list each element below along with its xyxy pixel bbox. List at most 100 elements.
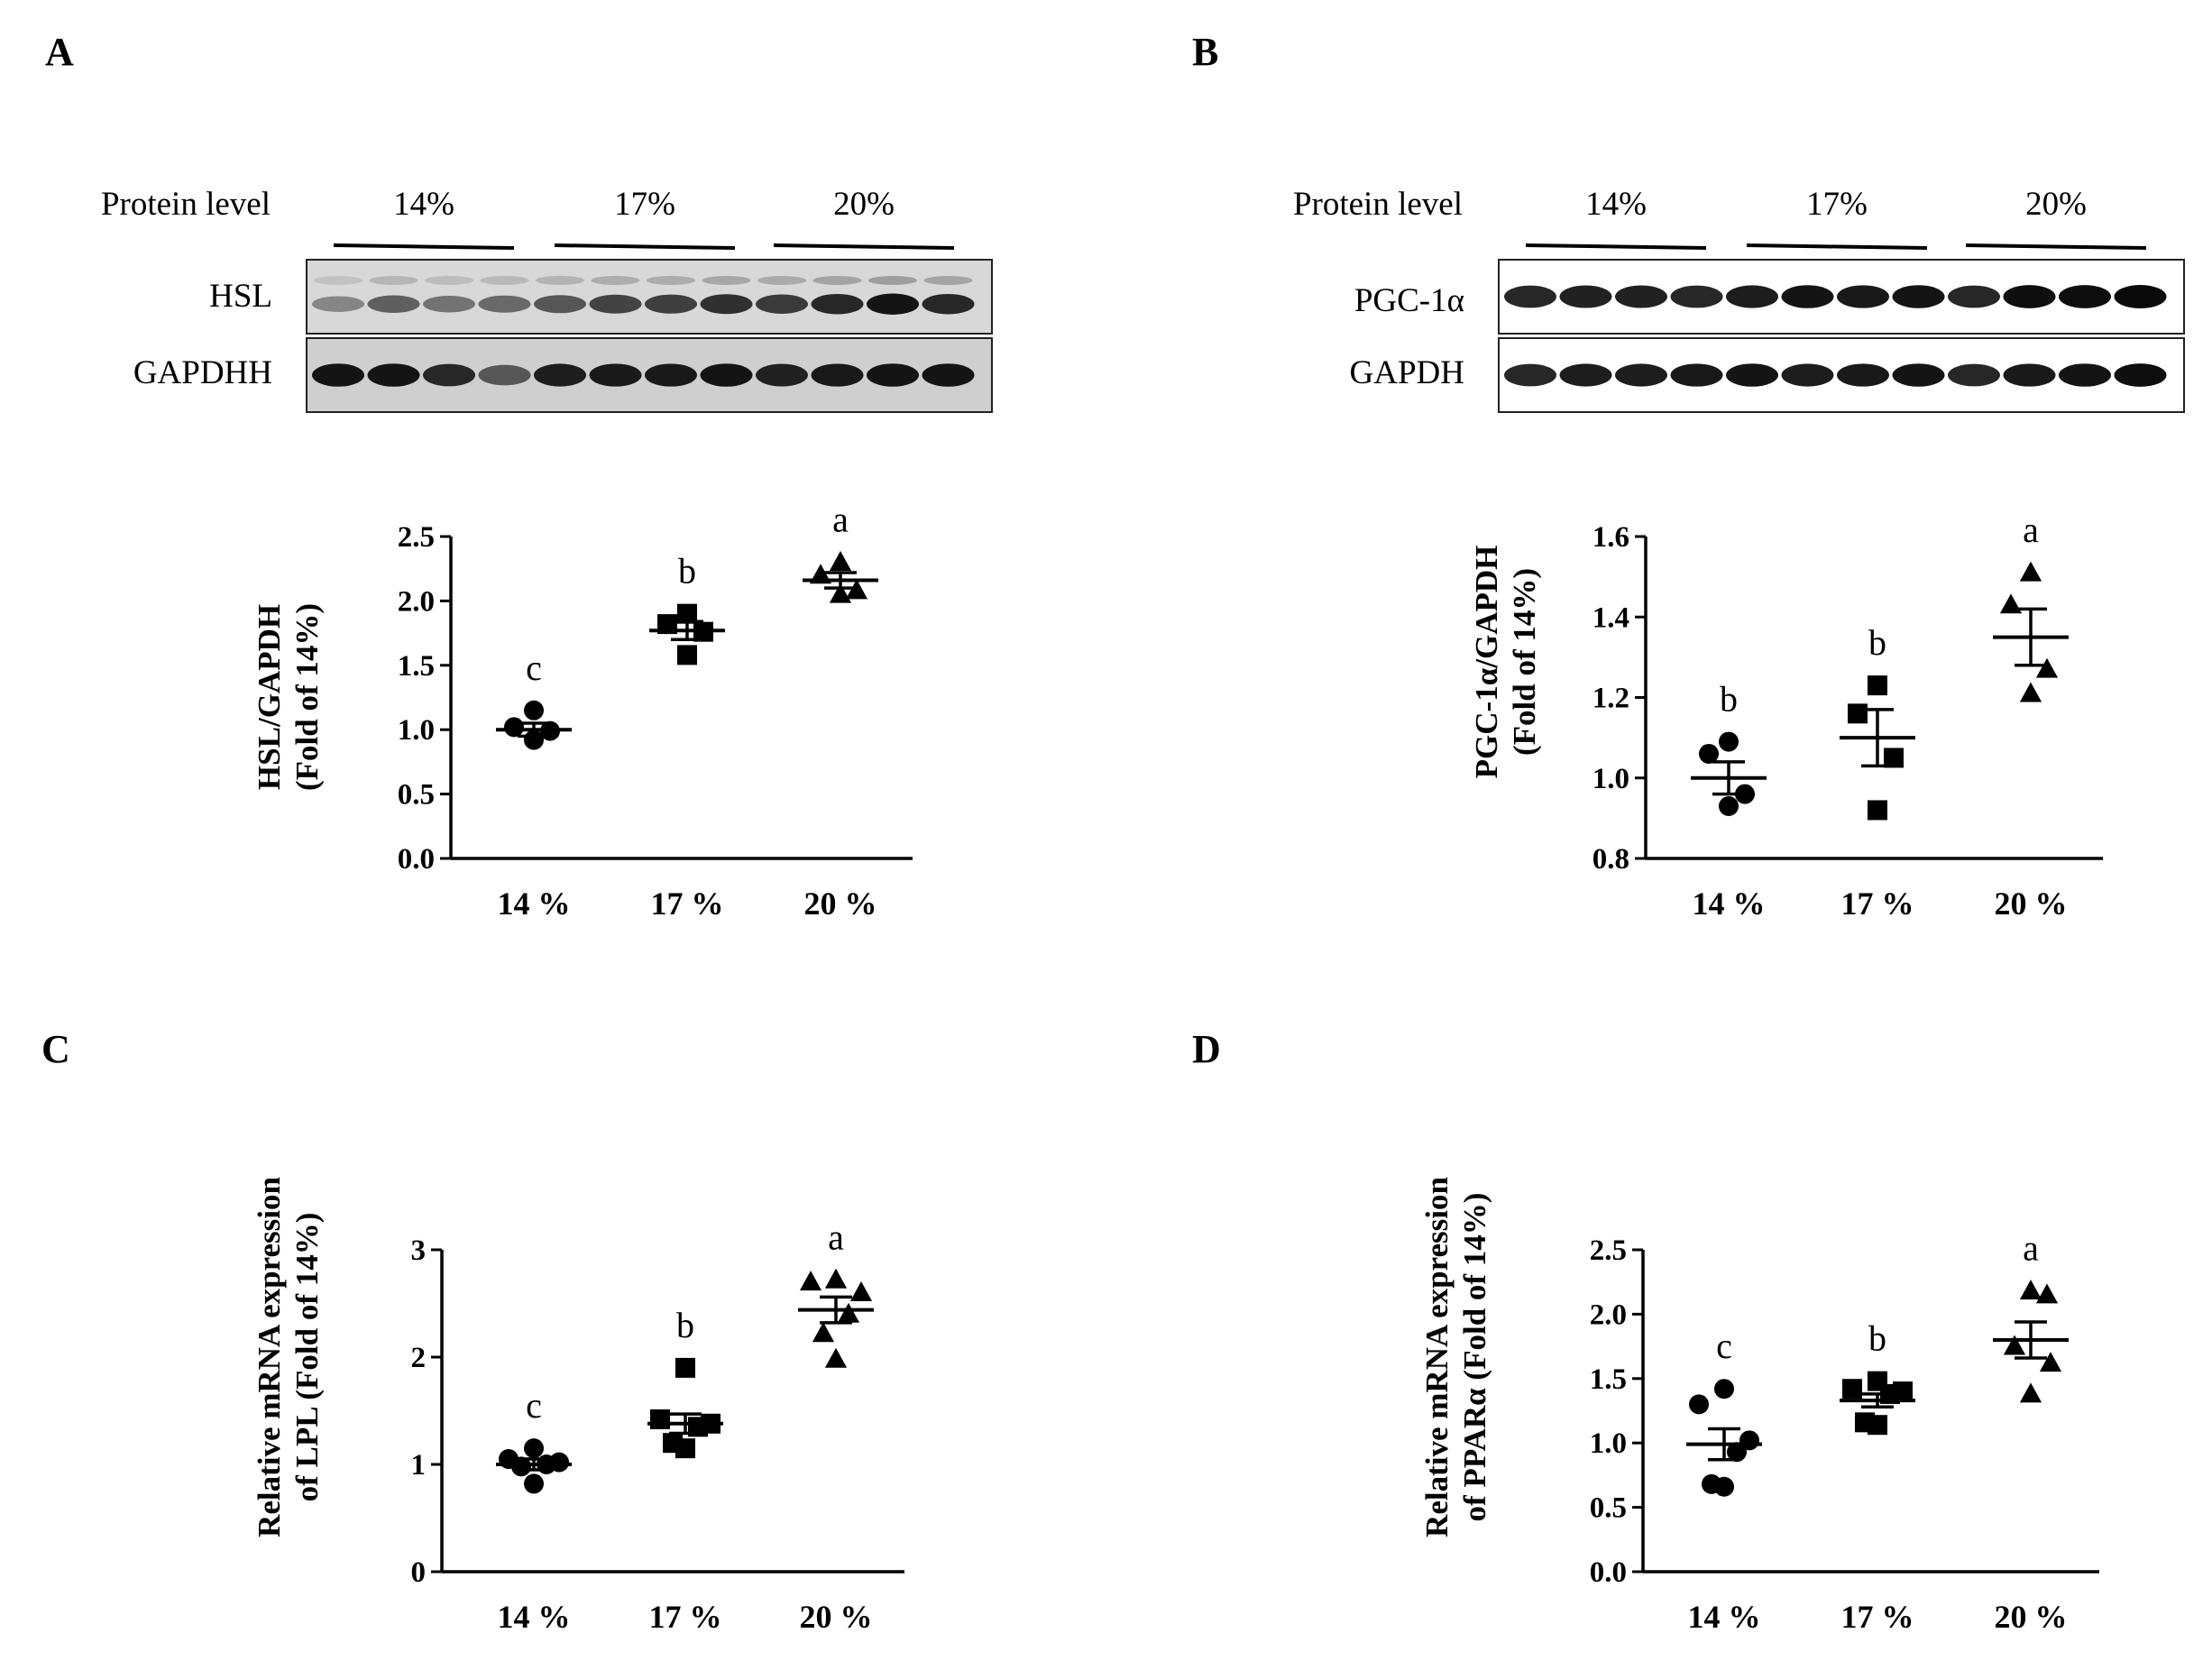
data-point — [524, 1473, 544, 1494]
series-square: b — [1840, 1318, 1915, 1436]
y-tick-label: 2.5 — [398, 521, 435, 554]
band-lane-3 — [1670, 285, 1723, 308]
data-point — [2003, 1335, 2026, 1355]
y-tick-label: 0.0 — [398, 843, 435, 876]
band-lane-upper-9 — [812, 275, 862, 285]
series-circle: c — [496, 1385, 572, 1494]
band-lane-7 — [1892, 363, 1945, 387]
band-lane-5 — [1781, 285, 1834, 308]
data-point — [1848, 703, 1868, 724]
significance-letter: c — [1716, 1326, 1732, 1366]
band-label-0: PGC-1α — [1354, 282, 1464, 319]
data-point — [1868, 800, 1887, 821]
x-category-label: 14 % — [498, 1599, 571, 1635]
data-point — [650, 1409, 670, 1430]
band-lane-upper-7 — [702, 275, 751, 285]
series-triangle: a — [1993, 1228, 2069, 1403]
group-label-2: 20% — [2025, 186, 2087, 223]
significance-letter: b — [678, 551, 696, 592]
y-axis-title-line: of PPARα (Fold of 14%) — [1457, 1193, 1492, 1522]
band-lane-11 — [2114, 285, 2167, 308]
band-lane-0 — [1504, 285, 1556, 308]
data-point — [2019, 1382, 2042, 1403]
data-point — [2039, 1352, 2062, 1372]
data-point — [837, 1302, 860, 1323]
data-point — [829, 583, 852, 603]
significance-letter: b — [1868, 1318, 1886, 1359]
y-axis-title: Relative mRNA expression of LPL (Fold of … — [252, 1177, 325, 1537]
x-category-label: 14 % — [1693, 885, 1766, 922]
significance-letter: c — [526, 1385, 542, 1426]
band-lane-8 — [756, 363, 808, 387]
data-point — [677, 645, 697, 665]
y-tick-label: 1.0 — [1592, 763, 1629, 795]
band-lane-2 — [1615, 363, 1667, 387]
series-triangle: a — [1993, 509, 2069, 702]
group-label-0: 14% — [1585, 186, 1647, 223]
y-axis-title: Relative mRNA expression of PPARα (Fold o… — [1419, 1177, 1492, 1537]
data-point — [824, 1268, 848, 1289]
band-lane-7 — [700, 363, 753, 387]
band-lane-upper-5 — [591, 275, 640, 285]
band-label-1: GAPDH — [1350, 354, 1464, 391]
y-axis-title-line: (Fold of 14%) — [289, 603, 325, 791]
y-axis-title-line: Relative mRNA expression — [252, 1177, 287, 1537]
significance-letter: b — [1868, 622, 1886, 663]
band-lane-upper-8 — [757, 275, 806, 285]
series-circle: b — [1691, 679, 1767, 816]
band-lane-upper-11 — [923, 275, 973, 285]
group-label-1: 17% — [614, 186, 675, 223]
data-point — [1689, 1394, 1709, 1415]
band-lane-11 — [2114, 363, 2167, 387]
series-circle: c — [1686, 1326, 1762, 1497]
band-lane-3 — [478, 364, 531, 386]
y-axis-title-line: HSL/GAPDH — [252, 604, 287, 790]
x-category-label: 17 % — [1841, 885, 1914, 922]
band-lane-10 — [2059, 363, 2111, 387]
y-tick-label: 0.8 — [1592, 843, 1629, 876]
data-point — [677, 603, 697, 624]
blot-panel-a: Protein level 14% 17% 20% HSL GAPDHH — [101, 186, 993, 413]
band-lane-2 — [423, 295, 475, 313]
band-lane-upper-0 — [314, 275, 363, 285]
band-label-0: HSL — [209, 278, 272, 315]
band-lane-6 — [645, 363, 697, 387]
data-point — [511, 1456, 531, 1477]
band-lane-11 — [922, 293, 975, 315]
series-triangle: a — [803, 500, 878, 603]
x-category-label: 20 % — [1995, 1599, 2068, 1635]
group-bracket-1 — [1746, 243, 1928, 250]
y-tick-label: 1.5 — [398, 650, 435, 683]
data-point — [1719, 795, 1739, 816]
band-lane-8 — [756, 294, 808, 314]
protein-level-label: Protein level — [1293, 186, 1463, 223]
chart-b: 0.8 1.0 1.2 1.4 1.6 14 % 17 % 20 % PGC-1α/GAPDH(… — [1469, 509, 2103, 922]
band-lane-7 — [700, 294, 753, 315]
band-lane-6 — [1837, 363, 1889, 387]
panel-label-c: C — [41, 1027, 70, 1071]
chart-d: 0.0 0.5 1.0 1.5 2.0 2.5 14 % 17 % 20 % Relative m… — [1419, 1177, 2099, 1635]
panel-label-a: A — [45, 30, 74, 74]
data-point — [1727, 1442, 1747, 1463]
y-axis-title-line: PGC-1α/GAPDH — [1469, 546, 1504, 779]
y-tick-label: 2 — [411, 1342, 427, 1374]
x-category-label: 20 % — [804, 885, 877, 922]
group-bracket-2 — [1965, 243, 2147, 250]
data-point — [1842, 1379, 1862, 1399]
band-lane-6 — [645, 294, 697, 314]
panel-label-d: D — [1192, 1027, 1221, 1071]
band-lane-upper-6 — [647, 275, 695, 285]
protein-level-label: Protein level — [101, 186, 271, 223]
chart-c: 0 1 2 3 14 % 17 % 20 % Relative mRNA expression… — [252, 1177, 904, 1635]
y-axis-title-line: (Fold of 14%) — [1507, 568, 1542, 756]
band-lane-2 — [423, 363, 475, 387]
significance-letter: a — [2023, 509, 2039, 550]
series-triangle: a — [798, 1216, 874, 1368]
band-lane-7 — [1892, 285, 1945, 308]
data-point — [812, 1322, 835, 1343]
band-lane-2 — [1615, 285, 1667, 308]
y-tick-label: 2.5 — [1590, 1234, 1627, 1267]
data-point — [799, 1271, 822, 1291]
group-bracket-2 — [773, 243, 955, 250]
